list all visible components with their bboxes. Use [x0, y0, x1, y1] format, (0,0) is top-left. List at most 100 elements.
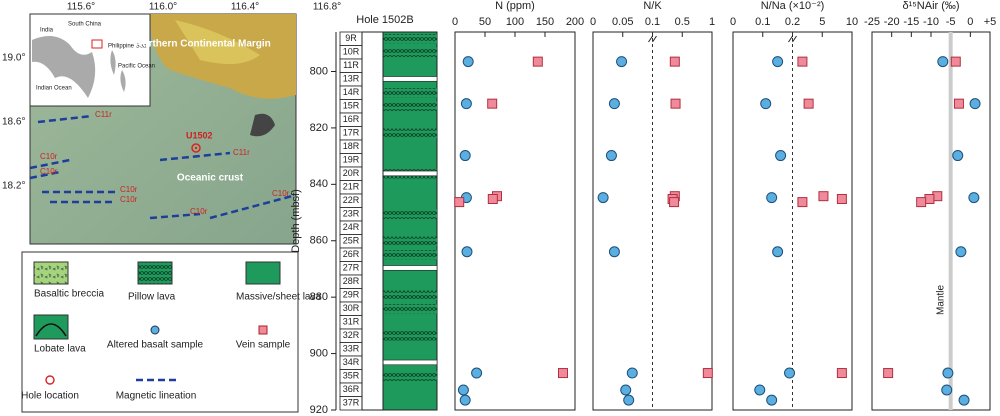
- legend-label: Massive/sheet lava: [236, 292, 321, 303]
- vein-point: [803, 98, 814, 109]
- inset-label: Pacific Ocean: [118, 64, 155, 70]
- basalt-point: [754, 384, 766, 396]
- site-marker-dot: [194, 146, 198, 150]
- basalt-point: [968, 192, 980, 204]
- legend: Basaltic breccia Pillow lava Massive/she…: [21, 251, 321, 413]
- pillow-interval: [383, 34, 437, 44]
- vein-point: [487, 98, 498, 109]
- core-label: 24R: [343, 222, 360, 232]
- axis-title: N/K: [643, 0, 662, 12]
- core-label: 33R: [343, 344, 360, 354]
- pillow-interval: [383, 88, 437, 98]
- depth-tick-label: 800: [310, 65, 328, 77]
- depth-tick-label: 900: [310, 347, 328, 359]
- basalt-point: [471, 367, 483, 379]
- basalt-point: [616, 56, 628, 68]
- basalt-point: [461, 246, 473, 258]
- vein-point: [836, 193, 847, 204]
- core-label: 9R: [345, 33, 357, 43]
- legend-icon: [245, 261, 281, 285]
- vein-point: [558, 368, 568, 379]
- lat-tick-label: 19.0°: [2, 53, 25, 64]
- x-tick-label: 100: [506, 16, 524, 28]
- pillow-interval: [383, 47, 437, 57]
- inset-label: India: [40, 28, 54, 34]
- vein-point: [883, 368, 894, 379]
- basalt-point: [460, 98, 472, 110]
- vein-point: [669, 56, 680, 67]
- magnetic-lineation: [29, 158, 71, 170]
- site-label: U1502: [186, 130, 213, 140]
- legend-icon: [33, 314, 69, 340]
- core-log: 800 820 840 860 880 900 920 Depth (mbsf) 9R 10R 11…: [290, 31, 438, 416]
- map: India South China Philippine Sea Pacific…: [2, 2, 341, 245]
- core-label: 27R: [343, 263, 360, 273]
- legend-label: Basaltic breccia: [34, 289, 104, 300]
- basalt-point: [969, 98, 981, 110]
- seamount: [250, 113, 275, 137]
- magnetic-lineation: [209, 193, 297, 220]
- x-tick-label: 50: [479, 16, 491, 28]
- x-tick-label: -15: [903, 16, 919, 28]
- legend-icon-line: [35, 323, 67, 337]
- vein-point: [924, 193, 935, 204]
- vein-point: [818, 191, 829, 202]
- map-label: Northern Continental Margin: [135, 39, 271, 50]
- basalt-point: [623, 394, 635, 406]
- vein-point: [953, 98, 964, 109]
- vein-point: [702, 368, 713, 379]
- depth-tick-label: 880: [310, 291, 328, 303]
- vein-point: [916, 197, 927, 208]
- basalt-point: [597, 192, 609, 204]
- lineation-label: C10r: [190, 207, 208, 216]
- core-label: 26R: [343, 249, 360, 259]
- core-label: 31R: [343, 317, 360, 327]
- basalt-point: [620, 384, 632, 396]
- core-title: Hole 1502B: [356, 14, 414, 26]
- legend-icon: [150, 325, 160, 335]
- pillow-interval: [383, 331, 437, 341]
- magnetic-lineation: [149, 212, 201, 220]
- core-label: 15R: [343, 101, 360, 111]
- depth-tick-label: 920: [310, 404, 328, 416]
- basalt-point: [784, 367, 796, 379]
- basalt-point: [937, 56, 949, 68]
- x-tick-label: 0: [967, 16, 973, 28]
- basalt-point: [766, 192, 778, 204]
- depth-axis-title: Depth (mbsf): [290, 189, 302, 253]
- lineation-label: C11r: [233, 148, 250, 157]
- axis-title: N/Na (×10⁻²): [761, 0, 825, 12]
- core-label: 28R: [343, 276, 360, 286]
- basalt-point: [942, 367, 954, 379]
- pillow-interval: [383, 236, 437, 246]
- x-tick-label: 200: [566, 16, 584, 28]
- depth-tick-label: 860: [310, 235, 328, 247]
- lon-tick-label: 116.0°: [149, 2, 177, 13]
- basalt-point: [457, 384, 469, 396]
- basalt-point: [772, 56, 784, 68]
- core-label: 22R: [343, 195, 360, 205]
- inset-label: South China: [68, 22, 102, 28]
- lat-tick-label: 18.6°: [2, 117, 25, 128]
- margin-high: [175, 20, 260, 64]
- x-tick-label: 150: [536, 16, 554, 28]
- x-tick-label: -25: [864, 16, 880, 28]
- reference-label: Mantle: [935, 285, 946, 315]
- x-tick-label: -20: [884, 16, 900, 28]
- basalt-point: [952, 150, 964, 162]
- magnetic-lineation: [159, 151, 231, 162]
- axis-title: N (ppm): [495, 0, 535, 12]
- core-label: 16R: [343, 114, 360, 124]
- lineation-label: C10r: [40, 167, 58, 176]
- basalt-point: [775, 150, 787, 162]
- core-label: 30R: [343, 303, 360, 313]
- vein-point: [532, 56, 543, 67]
- core-label: 10R: [343, 47, 360, 57]
- core-label: 34R: [343, 357, 360, 367]
- pillow-interval: [383, 304, 437, 314]
- basalt-point: [772, 246, 784, 258]
- legend-label: Altered basalt sample: [107, 340, 204, 351]
- x-tick-label: 10: [846, 16, 858, 28]
- lineation-label: C10r: [40, 152, 58, 161]
